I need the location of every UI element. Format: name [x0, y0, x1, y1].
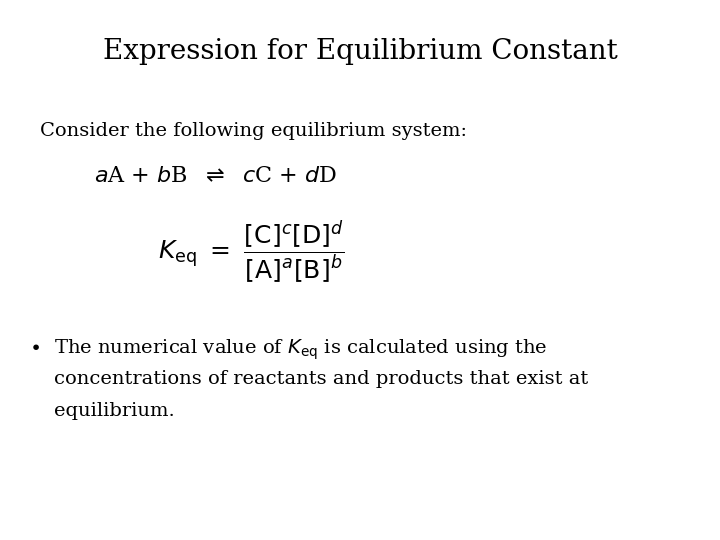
- Text: Consider the following equilibrium system:: Consider the following equilibrium syste…: [40, 122, 467, 139]
- Text: concentrations of reactants and products that exist at: concentrations of reactants and products…: [54, 370, 588, 388]
- Text: The numerical value of $K_\mathrm{eq}$ is calculated using the: The numerical value of $K_\mathrm{eq}$ i…: [54, 338, 547, 362]
- Text: $\bullet$: $\bullet$: [29, 338, 40, 355]
- Text: equilibrium.: equilibrium.: [54, 402, 175, 420]
- Text: $K_\mathrm{eq}\ =\ \dfrac{[\mathrm{C}]^c[\mathrm{D}]^d}{[\mathrm{A}]^a[\mathrm{B: $K_\mathrm{eq}\ =\ \dfrac{[\mathrm{C}]^c…: [158, 219, 345, 286]
- Text: $\mathit{a}$A + $\mathit{b}$B  $\rightleftharpoons$  $\mathit{c}$C + $\mathit{d}: $\mathit{a}$A + $\mathit{b}$B $\rightlef…: [94, 165, 337, 187]
- Text: Expression for Equilibrium Constant: Expression for Equilibrium Constant: [103, 38, 617, 65]
